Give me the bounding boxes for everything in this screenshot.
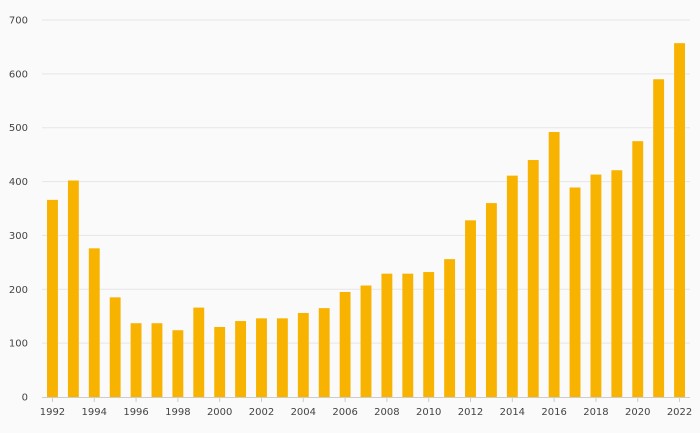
bar: [402, 273, 414, 397]
bar: [569, 187, 581, 397]
bar: [381, 273, 393, 397]
x-tick-label: 2008: [374, 407, 399, 418]
bar: [674, 43, 685, 397]
bar: [172, 330, 184, 397]
y-tick-label: 100: [9, 339, 28, 350]
x-tick-label: 2018: [583, 407, 608, 418]
x-tick-label: 2004: [291, 407, 316, 418]
bar: [130, 323, 142, 397]
y-tick-label: 400: [9, 177, 28, 188]
x-tick-label: 2016: [541, 407, 566, 418]
bar: [548, 132, 560, 397]
bar: [611, 170, 623, 397]
bar: [527, 160, 539, 397]
bar: [297, 312, 309, 397]
x-tick-label: 1996: [123, 407, 148, 418]
bar: [318, 308, 330, 397]
bar: [653, 79, 665, 398]
bar: [360, 285, 372, 397]
bar: [47, 199, 58, 397]
x-tick-label: 1998: [165, 407, 190, 418]
bar: [444, 259, 456, 397]
bar: [276, 318, 288, 397]
x-tick-label: 1992: [40, 407, 65, 418]
x-tick-label: 2014: [500, 407, 525, 418]
bar: [423, 272, 435, 397]
y-tick-label: 600: [9, 69, 28, 80]
x-tick-label: 2010: [416, 407, 441, 418]
bar: [485, 203, 497, 397]
bar: [88, 248, 100, 397]
y-tick-label: 700: [9, 16, 28, 27]
y-tick-label: 500: [9, 123, 28, 134]
y-tick-label: 300: [9, 231, 28, 242]
bar: [256, 318, 267, 397]
bar-series: [47, 43, 685, 398]
bar: [235, 321, 247, 397]
x-tick-label: 1994: [82, 407, 107, 418]
bar: [632, 141, 644, 397]
bar: [151, 323, 163, 397]
y-tick-label: 200: [9, 285, 28, 296]
bar: [214, 326, 226, 397]
x-tick-label: 2002: [249, 407, 274, 418]
bar: [506, 175, 518, 397]
bar: [465, 220, 476, 397]
bar: [590, 174, 602, 397]
bar: [339, 291, 351, 397]
bar: [193, 307, 205, 397]
x-tick-label: 2006: [332, 407, 357, 418]
x-tick-label: 2012: [458, 407, 483, 418]
y-axis-ticks: 0 100 200 300 400 500 600 700: [9, 16, 28, 404]
bar: [109, 297, 121, 397]
x-tick-label: 2020: [625, 407, 650, 418]
y-tick-label: 0: [22, 393, 28, 404]
x-tick-label: 2000: [207, 407, 232, 418]
x-axis-ticks: 1992 1994 1996 1998 2000 2002 2004 2006 2008 2010…: [40, 397, 692, 418]
x-tick-label: 2022: [667, 407, 692, 418]
bar: [67, 180, 79, 397]
